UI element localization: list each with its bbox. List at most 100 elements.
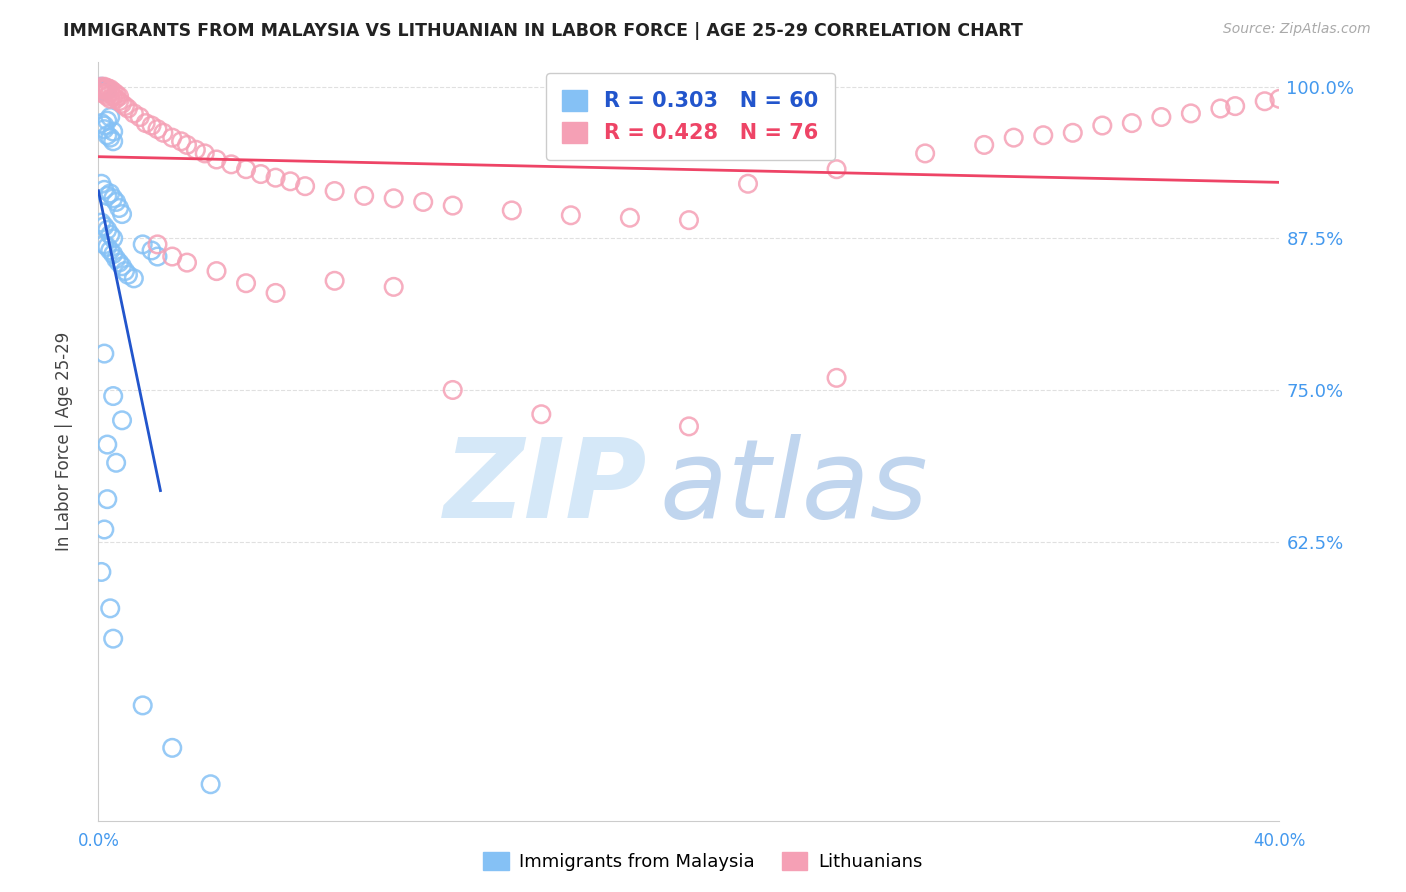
Point xyxy=(98,82,121,96)
Point xyxy=(103,134,125,148)
Point xyxy=(90,79,112,94)
Point xyxy=(560,208,582,222)
Point xyxy=(176,137,198,152)
Point xyxy=(141,119,163,133)
Point xyxy=(501,203,523,218)
Point xyxy=(103,85,125,99)
Point xyxy=(111,96,134,111)
Point xyxy=(96,240,118,254)
Point xyxy=(1032,128,1054,143)
Point xyxy=(441,383,464,397)
Point xyxy=(176,255,198,269)
Point xyxy=(98,86,121,100)
Point xyxy=(103,231,125,245)
Point xyxy=(98,130,121,145)
Point xyxy=(973,137,995,152)
Point xyxy=(98,227,121,242)
Point xyxy=(93,219,115,234)
Point xyxy=(90,116,112,130)
Text: ZIP: ZIP xyxy=(444,434,648,541)
Point xyxy=(221,157,243,171)
Point xyxy=(93,81,115,95)
Point xyxy=(412,194,434,209)
Point xyxy=(90,79,112,94)
Point xyxy=(90,82,112,96)
Point xyxy=(103,247,125,261)
Point xyxy=(111,207,134,221)
Point xyxy=(914,146,936,161)
Point xyxy=(1180,106,1202,120)
Point xyxy=(105,456,128,470)
Point xyxy=(530,407,553,421)
Point xyxy=(146,122,169,136)
Point xyxy=(103,125,125,139)
Point xyxy=(135,116,157,130)
Point xyxy=(105,194,128,209)
Point xyxy=(111,259,134,273)
Point xyxy=(93,83,115,97)
Point xyxy=(93,183,115,197)
Point xyxy=(90,86,112,100)
Point xyxy=(1002,130,1025,145)
Point xyxy=(98,186,121,201)
Point xyxy=(90,216,112,230)
Point xyxy=(96,437,118,451)
Point xyxy=(98,92,121,106)
Point xyxy=(103,389,125,403)
Point xyxy=(141,244,163,258)
Point xyxy=(1225,99,1247,113)
Point xyxy=(103,89,125,103)
Point xyxy=(678,419,700,434)
Point xyxy=(93,119,115,133)
Y-axis label: In Labor Force | Age 25-29: In Labor Force | Age 25-29 xyxy=(55,332,73,551)
Point xyxy=(93,346,115,360)
Point xyxy=(103,191,125,205)
Point xyxy=(162,250,183,264)
Point xyxy=(90,85,112,99)
Point xyxy=(90,82,112,96)
Point xyxy=(1209,102,1232,116)
Point xyxy=(280,174,302,188)
Point xyxy=(382,280,405,294)
Point xyxy=(114,264,136,278)
Point xyxy=(93,87,115,101)
Point xyxy=(108,89,131,103)
Point xyxy=(108,95,131,109)
Point xyxy=(90,565,112,579)
Point xyxy=(93,82,115,96)
Point xyxy=(200,777,222,791)
Point xyxy=(323,184,346,198)
Point xyxy=(96,223,118,237)
Point xyxy=(264,285,287,300)
Point xyxy=(264,170,287,185)
Point xyxy=(1150,110,1173,124)
Point xyxy=(382,191,405,205)
Point xyxy=(117,102,139,116)
Point xyxy=(122,106,145,120)
Point xyxy=(294,179,316,194)
Point xyxy=(146,250,169,264)
Point xyxy=(825,162,848,177)
Point xyxy=(152,126,174,140)
Point xyxy=(619,211,641,225)
Point xyxy=(105,252,128,266)
Point xyxy=(1121,116,1143,130)
Point xyxy=(96,128,118,143)
Point xyxy=(98,244,121,258)
Point xyxy=(96,189,118,203)
Point xyxy=(108,255,131,269)
Point xyxy=(1254,95,1277,109)
Point xyxy=(132,698,155,713)
Point xyxy=(323,274,346,288)
Point xyxy=(235,162,257,177)
Point xyxy=(170,134,193,148)
Point xyxy=(111,413,134,427)
Point xyxy=(114,99,136,113)
Point xyxy=(1091,119,1114,133)
Point xyxy=(105,92,128,106)
Point xyxy=(93,237,115,252)
Point xyxy=(825,371,848,385)
Point xyxy=(205,264,228,278)
Point xyxy=(90,177,112,191)
Point xyxy=(93,122,115,136)
